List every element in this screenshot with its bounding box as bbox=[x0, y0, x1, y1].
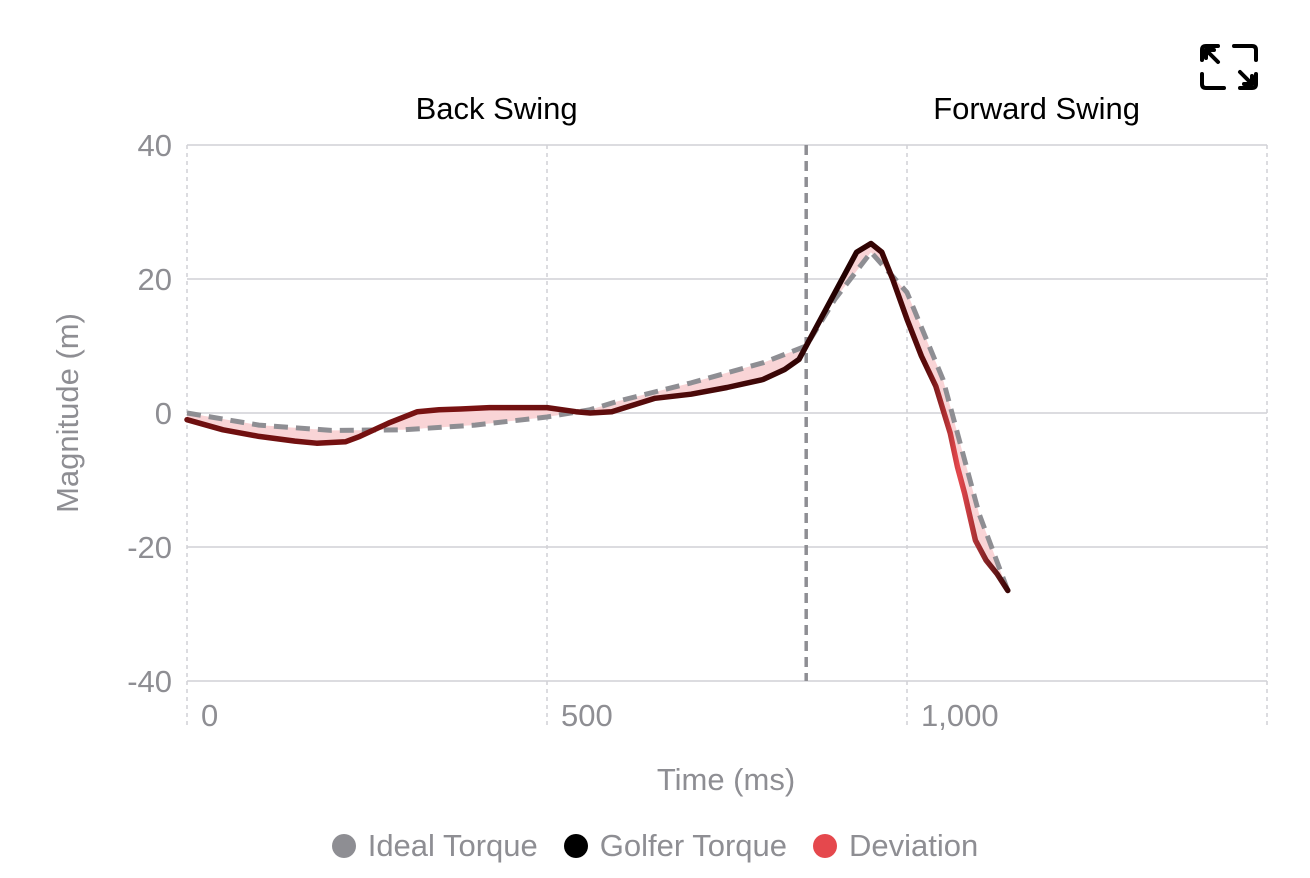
expand-icon[interactable] bbox=[1196, 42, 1262, 92]
y-tick-label: 20 bbox=[138, 262, 172, 297]
legend-item-deviation[interactable]: Deviation bbox=[813, 828, 978, 864]
x-tick-labels: 0 500 1,000 bbox=[201, 698, 999, 733]
ideal-torque-path bbox=[186, 249, 1011, 592]
golfer-torque-line bbox=[184, 240, 1011, 594]
ideal-torque-line bbox=[186, 249, 1011, 592]
legend-label-ideal: Ideal Torque bbox=[367, 828, 538, 863]
deviation-area bbox=[187, 243, 1008, 591]
y-tick-label: 40 bbox=[138, 128, 172, 163]
deviation-fill bbox=[187, 243, 1008, 591]
golfer-torque-path bbox=[184, 240, 1011, 594]
expand-icon-glyph bbox=[1200, 44, 1258, 90]
x-tick-label: 0 bbox=[201, 698, 218, 733]
phase-labels: Back Swing Forward Swing bbox=[416, 91, 1140, 126]
y-axis-label: Magnitude (m) bbox=[50, 313, 85, 513]
y-tick-label: -40 bbox=[127, 664, 172, 699]
legend-item-ideal[interactable]: Ideal Torque bbox=[331, 828, 538, 864]
legend-label-golfer: Golfer Torque bbox=[599, 828, 788, 863]
x-axis-label: Time (ms) bbox=[657, 762, 795, 797]
grid-lines bbox=[186, 144, 1268, 728]
x-tick-label: 500 bbox=[561, 698, 613, 733]
legend-label-deviation: Deviation bbox=[849, 828, 979, 863]
phase-label: Back Swing bbox=[416, 91, 578, 126]
y-tick-labels: 40 20 0 -20 -40 bbox=[127, 128, 172, 699]
chart-legend: Ideal Torque Golfer Torque Deviation bbox=[0, 826, 1310, 866]
x-tick-label: 1,000 bbox=[921, 698, 999, 733]
legend-dot-deviation bbox=[813, 834, 838, 858]
legend-dot-golfer bbox=[563, 834, 588, 858]
y-tick-label: 0 bbox=[155, 396, 172, 431]
y-tick-label: -20 bbox=[127, 530, 172, 565]
legend-item-golfer[interactable]: Golfer Torque bbox=[563, 828, 788, 864]
legend-dot-ideal bbox=[331, 834, 356, 858]
phase-label: Forward Swing bbox=[933, 91, 1140, 126]
